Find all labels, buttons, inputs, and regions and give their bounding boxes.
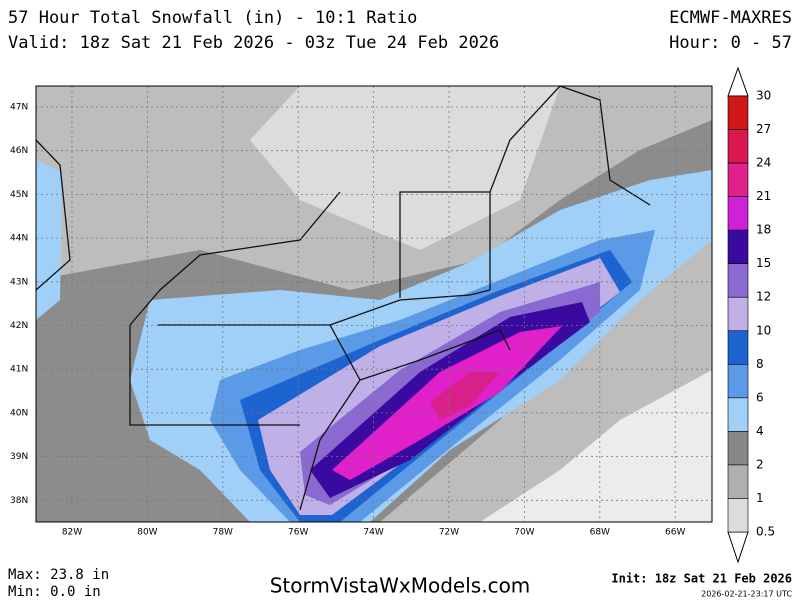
lat-label: 40N bbox=[10, 408, 28, 418]
lat-label: 45N bbox=[10, 190, 28, 200]
valid-time: Valid: 18z Sat 21 Feb 2026 - 03z Tue 24 … bbox=[8, 33, 499, 53]
legend-swatch bbox=[727, 95, 749, 130]
legend-label: 2 bbox=[756, 457, 764, 471]
legend-swatch bbox=[727, 397, 749, 432]
legend-label: 8 bbox=[756, 357, 764, 371]
borders bbox=[36, 86, 651, 511]
max-value: Max: 23.8 in bbox=[8, 567, 109, 583]
legend-cap bbox=[727, 531, 749, 564]
timestamp: 2026-02-21-23:17 UTC bbox=[701, 590, 792, 599]
lon-label: 72W bbox=[439, 528, 459, 538]
lon-label: 66W bbox=[665, 528, 685, 538]
legend-swatch bbox=[727, 431, 749, 466]
lat-label: 41N bbox=[10, 365, 28, 375]
lon-label: 74W bbox=[363, 528, 383, 538]
legend-swatch bbox=[727, 129, 749, 164]
legend-label: 0.5 bbox=[756, 525, 775, 539]
legend-label: 1 bbox=[756, 491, 764, 505]
legend-label: 24 bbox=[756, 156, 771, 170]
lon-label: 80W bbox=[137, 528, 157, 538]
lat-label: 44N bbox=[10, 234, 28, 244]
legend-swatch bbox=[727, 330, 749, 365]
legend-swatch bbox=[727, 498, 749, 533]
model: ECMWF-MAXRES bbox=[669, 8, 792, 28]
lat-label: 42N bbox=[10, 321, 28, 331]
hours: Hour: 0 - 57 bbox=[669, 33, 792, 53]
lon-label: 68W bbox=[590, 528, 610, 538]
lat-label: 43N bbox=[10, 277, 28, 287]
legend-swatch bbox=[727, 162, 749, 197]
lat-label: 38N bbox=[10, 496, 28, 506]
lat-label: 47N bbox=[10, 103, 28, 113]
snow-area bbox=[430, 372, 500, 420]
legend-cap bbox=[727, 66, 749, 97]
legend-label: 27 bbox=[756, 122, 771, 136]
snow-area bbox=[480, 370, 712, 522]
legend-label: 18 bbox=[756, 223, 771, 237]
title: 57 Hour Total Snowfall (in) - 10:1 Ratio bbox=[8, 8, 417, 28]
legend-swatch bbox=[727, 196, 749, 231]
lat-label: 39N bbox=[10, 452, 28, 462]
snow-area bbox=[36, 160, 62, 320]
lat-label: 46N bbox=[10, 146, 28, 156]
legend-swatch bbox=[727, 296, 749, 332]
legend-label: 10 bbox=[756, 323, 771, 337]
min-value: Min: 0.0 in bbox=[8, 584, 101, 600]
map-frame bbox=[35, 85, 713, 523]
site: StormVistaWxModels.com bbox=[270, 574, 531, 598]
legend-swatch bbox=[727, 364, 749, 399]
map bbox=[35, 85, 713, 523]
lon-label: 70W bbox=[514, 528, 534, 538]
legend-label: 4 bbox=[756, 424, 764, 438]
legend-label: 21 bbox=[756, 189, 771, 203]
lon-label: 76W bbox=[288, 528, 308, 538]
snow-area bbox=[250, 86, 560, 250]
legend-swatch bbox=[727, 229, 749, 264]
legend-label: 6 bbox=[756, 390, 764, 404]
legend-label: 12 bbox=[756, 290, 771, 304]
legend-label: 15 bbox=[756, 256, 771, 270]
legend-swatch bbox=[727, 263, 749, 298]
lon-label: 82W bbox=[62, 528, 82, 538]
legend-swatch bbox=[727, 464, 749, 499]
legend-label: 30 bbox=[756, 89, 771, 103]
lon-label: 78W bbox=[213, 528, 233, 538]
init-time: Init: 18z Sat 21 Feb 2026 bbox=[611, 572, 792, 586]
